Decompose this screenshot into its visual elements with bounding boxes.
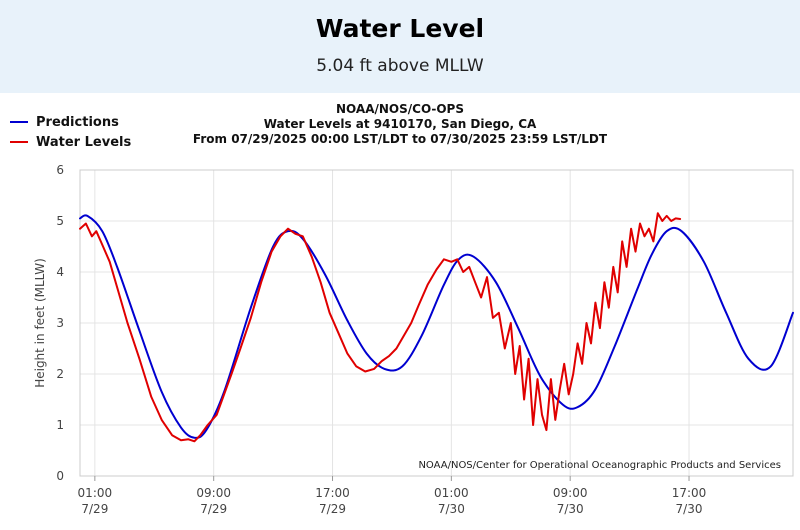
x-tick-date: 7/30 (676, 502, 703, 516)
x-tick-date: 7/29 (200, 502, 227, 516)
y-tick-label: 6 (56, 163, 64, 177)
chart-header-agency: NOAA/NOS/CO-OPS (336, 102, 464, 116)
series-group (79, 212, 794, 443)
legend-item-predictions[interactable]: Predictions (10, 112, 131, 132)
legend-swatch-water-levels (10, 141, 28, 143)
legend-label-predictions: Predictions (36, 114, 119, 130)
series-line-water-levels[interactable] (79, 212, 682, 443)
x-tick-time: 09:00 (196, 486, 231, 500)
x-tick-date: 7/29 (81, 502, 108, 516)
plot-area (79, 169, 794, 477)
chart-credit: NOAA/NOS/Center for Operational Oceanogr… (418, 460, 781, 471)
y-tick-label: 0 (56, 469, 64, 483)
current-level-banner: Water Level 5.04 ft above MLLW (0, 0, 800, 93)
x-tick-date: 7/30 (438, 502, 465, 516)
x-tick-time: 01:00 (434, 486, 469, 500)
y-tick-label: 3 (56, 316, 64, 330)
banner-current-reading: 5.04 ft above MLLW (316, 56, 484, 76)
y-tick-label: 4 (56, 265, 64, 279)
y-tick-label: 2 (56, 367, 64, 381)
y-axis: 0 1 2 3 4 5 6 (56, 163, 64, 483)
x-axis: 01:00 7/29 09:00 7/29 17:00 7/29 01:00 7/30 09:0… (78, 476, 707, 516)
y-axis-title: Height in feet (MLLW) (33, 258, 47, 388)
chart-legend: Predictions Water Levels (10, 112, 131, 152)
legend-item-water-levels[interactable]: Water Levels (10, 132, 131, 152)
chart-header-station: Water Levels at 9410170, San Diego, CA (263, 117, 537, 131)
x-tick-time: 17:00 (315, 486, 350, 500)
x-tick-time: 01:00 (78, 486, 113, 500)
legend-label-water-levels: Water Levels (36, 134, 132, 150)
chart-grid (80, 169, 793, 477)
legend-swatch-predictions (10, 121, 28, 123)
chart-header-range: From 07/29/2025 00:00 LST/LDT to 07/30/2… (192, 132, 608, 146)
x-tick-date: 7/29 (319, 502, 346, 516)
x-tick-time: 17:00 (672, 486, 707, 500)
banner-title: Water Level (315, 14, 485, 43)
x-tick-time: 09:00 (553, 486, 588, 500)
x-tick-date: 7/30 (557, 502, 584, 516)
series-line-predictions[interactable] (79, 214, 794, 439)
chart-header: NOAA/NOS/CO-OPS Water Levels at 9410170,… (150, 102, 650, 147)
y-tick-label: 5 (56, 214, 64, 228)
y-tick-label: 1 (56, 418, 64, 432)
